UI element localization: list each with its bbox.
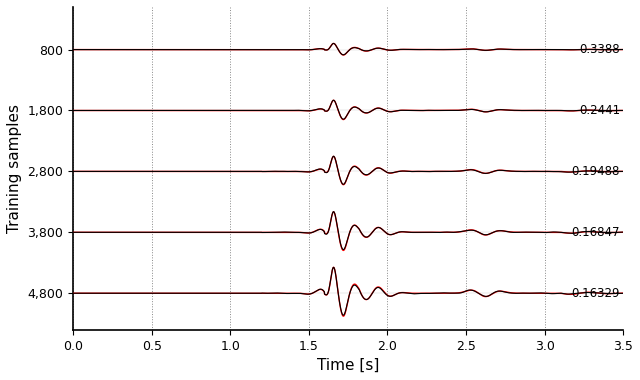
Text: 0.16847: 0.16847: [572, 226, 620, 239]
Y-axis label: Training samples: Training samples: [7, 104, 22, 233]
X-axis label: Time [s]: Time [s]: [317, 358, 380, 373]
Text: 0.19488: 0.19488: [572, 165, 620, 178]
Text: 0.16329: 0.16329: [572, 287, 620, 300]
Text: 0.2441: 0.2441: [579, 104, 620, 117]
Text: 0.3388: 0.3388: [579, 43, 620, 56]
